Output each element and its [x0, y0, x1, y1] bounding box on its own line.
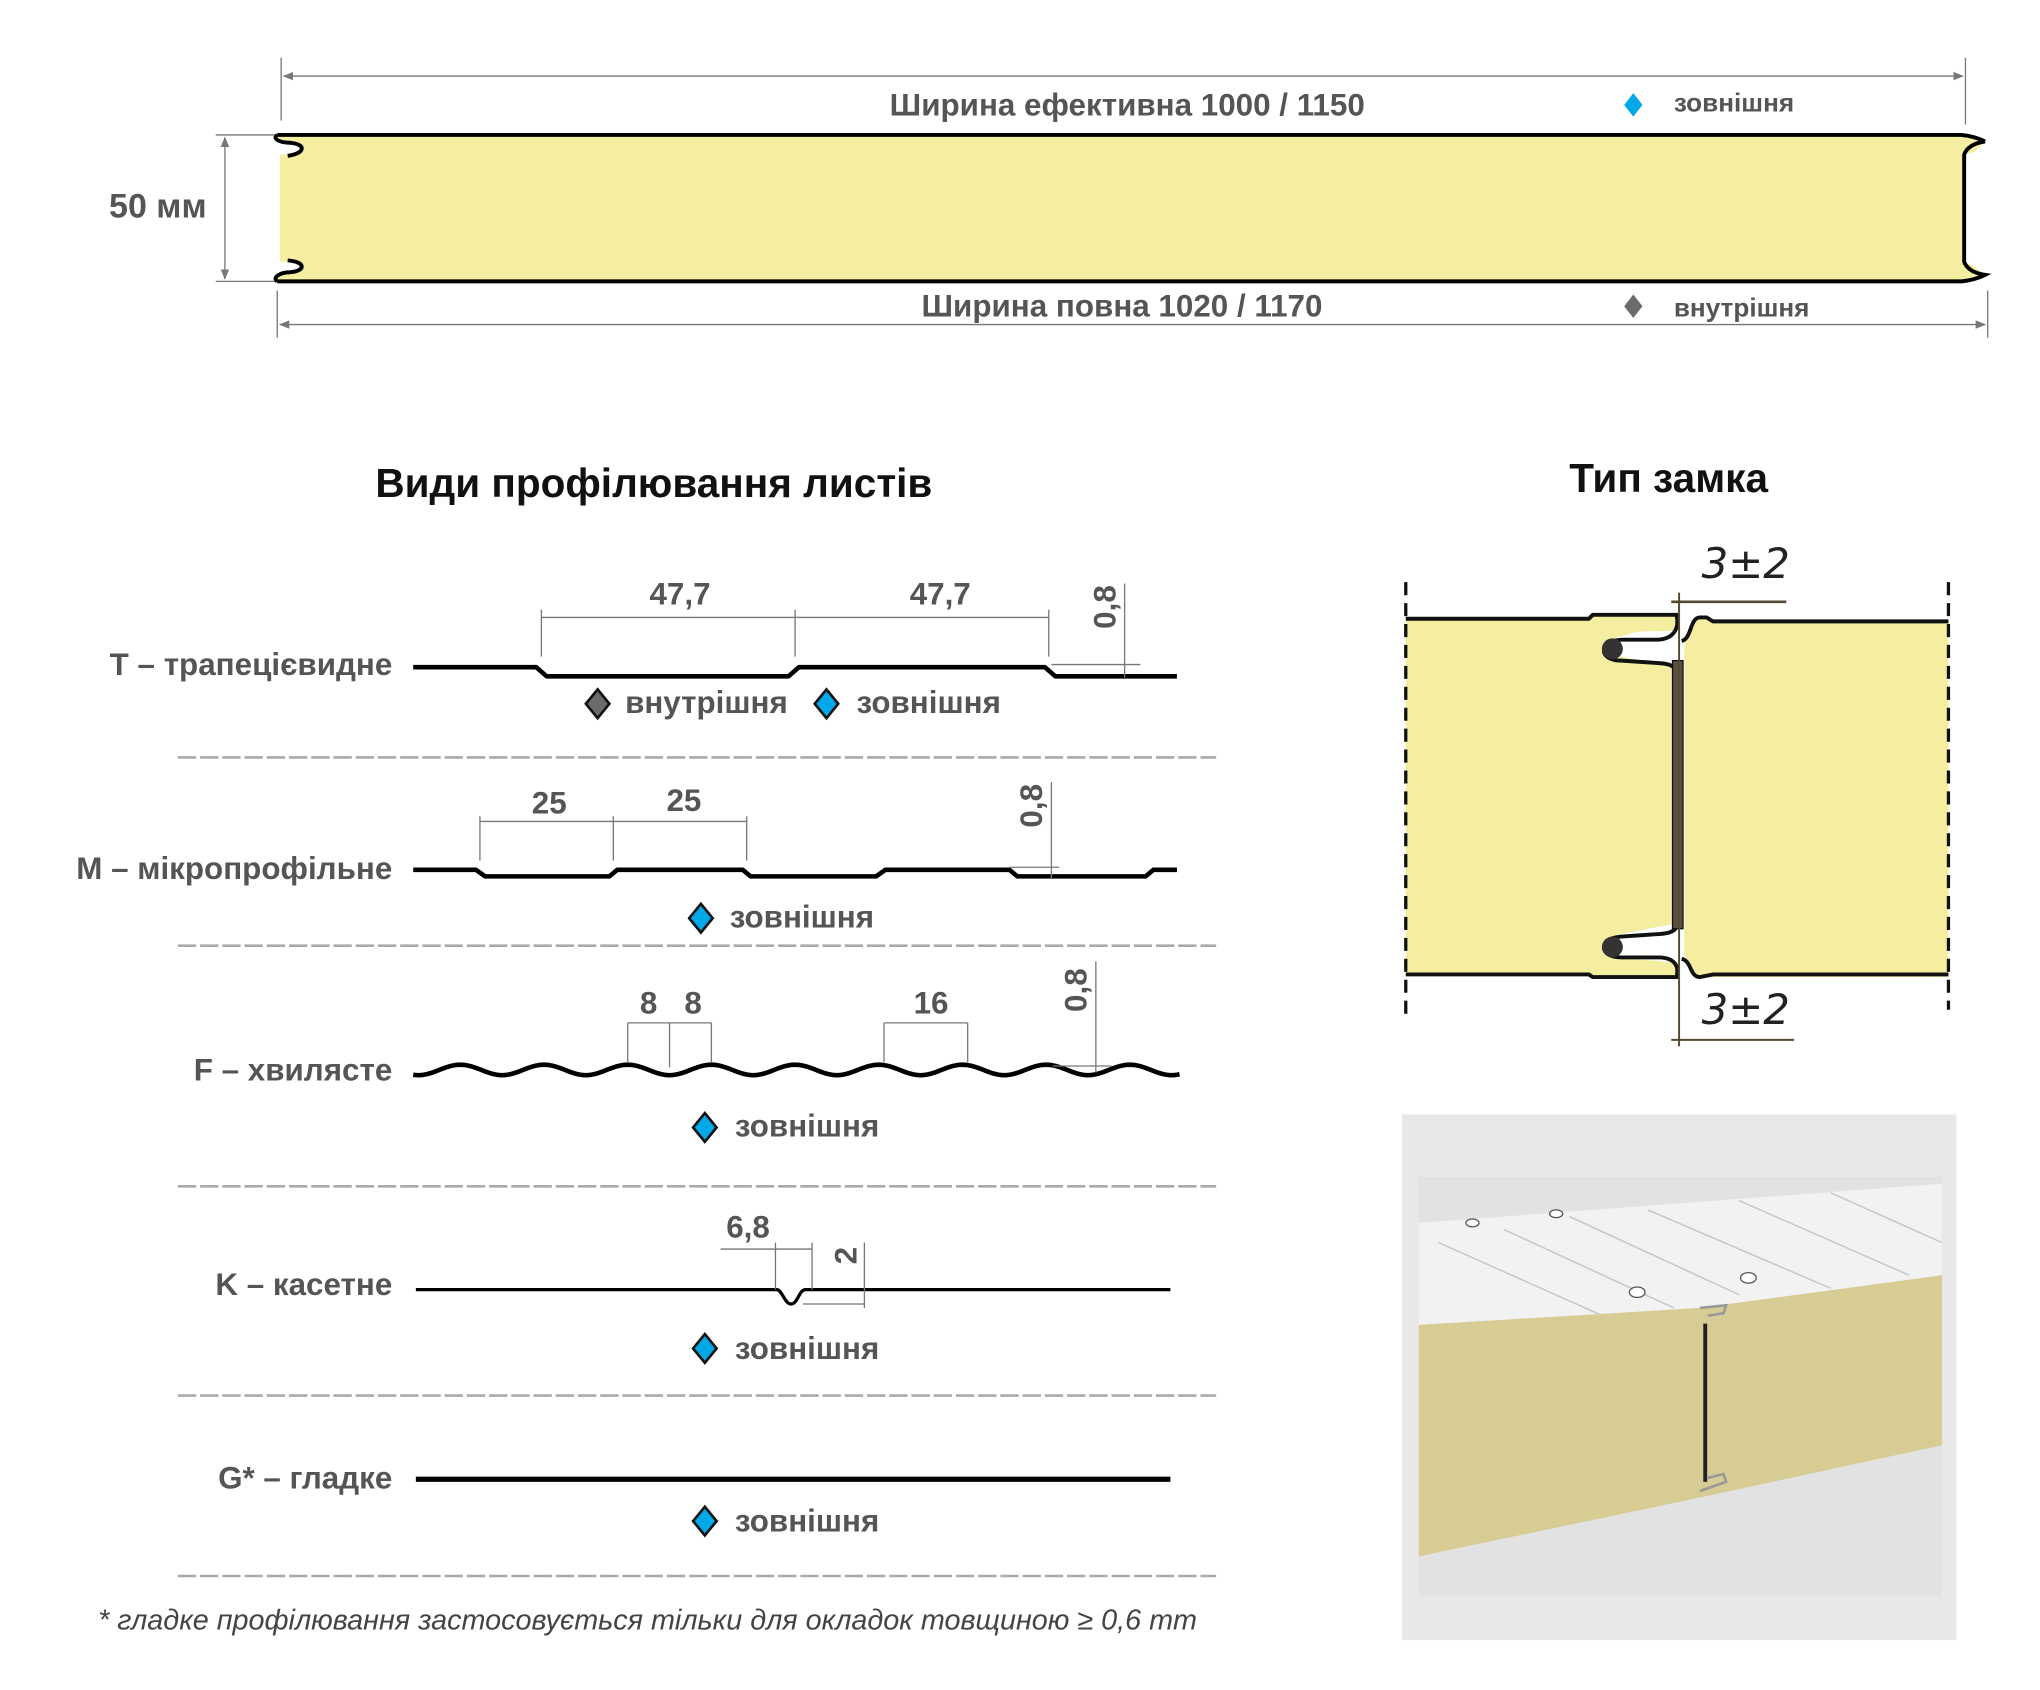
outer-diamond-icon [691, 1111, 718, 1144]
profile-t: T – трапецієвидне 47,7 47,7 0,8 внутрішн… [110, 576, 1177, 720]
profile-label: K – касетне [215, 1267, 392, 1302]
dimension-label: 25 [532, 786, 567, 821]
dimension-label: 25 [666, 783, 701, 818]
legend-inner-label: внутрішня [625, 685, 788, 720]
full-width-label: Ширина повна 1020 / 1170 [922, 289, 1323, 324]
right-panel-foam [1684, 617, 1949, 978]
thickness-label: 0,8 [1014, 784, 1049, 828]
profile-line [413, 867, 1177, 879]
gap-dimension-bottom: 3±2 [1702, 985, 1790, 1034]
legend-outer-label: зовнішня [735, 1331, 879, 1366]
profile-line [413, 664, 1177, 679]
dimension-label: 47,7 [649, 576, 710, 611]
thickness-label: 50 мм [109, 187, 207, 225]
legend-outer-label: зовнішня [857, 685, 1001, 720]
lock-diagram: 3±2 3±2 [1404, 539, 1951, 1047]
foam-face [1418, 1275, 1942, 1557]
dimension-label: 8 [684, 986, 701, 1021]
panel-cross-section: Ширина ефективна 1000 / 1150 зовнішня 50… [109, 57, 1992, 338]
footnote: * гладке профілювання застосовується тіл… [98, 1605, 1197, 1637]
legend-outer-label: зовнішня [735, 1504, 879, 1539]
dimension-label: 6,8 [726, 1209, 770, 1244]
outer-diamond-icon [691, 1505, 718, 1537]
profile-f: F – хвилясте 8 8 16 0,8 зовнішня [194, 961, 1180, 1144]
outer-diamond-icon [813, 688, 840, 720]
dimension-label: 16 [914, 986, 949, 1021]
profile-label: G* – гладке [218, 1460, 392, 1495]
legend-outer-label: зовнішня [1674, 87, 1794, 117]
effective-width-label: Ширина ефективна 1000 / 1150 [890, 87, 1365, 122]
dimension-label: 47,7 [910, 576, 971, 611]
thickness-label: 0,8 [1087, 585, 1122, 629]
profile-line [415, 1287, 1171, 1306]
lock-outline-right [1680, 615, 1949, 980]
profile-g: G* – гладке зовнішня [218, 1460, 1171, 1539]
screw-icons [1465, 1209, 1757, 1299]
dimension-label: 8 [640, 986, 657, 1021]
profile-label: F – хвилясте [194, 1052, 393, 1087]
gap-dimension-top: 3±2 [1702, 539, 1790, 588]
lock-title: Тип замка [1569, 455, 1768, 501]
panel-outline [273, 132, 1992, 284]
panel-photo [1401, 1114, 1957, 1641]
sealant-strip [1671, 659, 1684, 930]
profile-label: T – трапецієвидне [110, 647, 393, 682]
outer-diamond-icon [691, 1332, 718, 1365]
profile-k: K – касетне 6,8 2 зовнішня [215, 1209, 1171, 1366]
left-panel-foam [1405, 614, 1681, 978]
depth-label: 2 [829, 1247, 864, 1264]
roof-surface [1418, 1183, 1942, 1325]
outer-diamond-icon [1624, 93, 1643, 117]
profile-label: M – мікропрофільне [76, 851, 392, 886]
profile-m: M – мікропрофільне 25 25 0,8 зовнішня [76, 782, 1177, 934]
legend-outer-label: зовнішня [730, 899, 874, 934]
legend-outer-label: зовнішня [735, 1109, 879, 1144]
legend-inner-label: внутрішня [1674, 293, 1810, 323]
foam-core [277, 134, 1986, 282]
inner-diamond-icon [584, 688, 611, 720]
thickness-label: 0,8 [1059, 968, 1094, 1012]
outer-diamond-icon [687, 902, 715, 934]
profiles-title: Види профілювання листів [375, 460, 932, 506]
inner-diamond-icon [1624, 294, 1643, 318]
profile-line [412, 1062, 1180, 1078]
ribs [1438, 1192, 1943, 1320]
